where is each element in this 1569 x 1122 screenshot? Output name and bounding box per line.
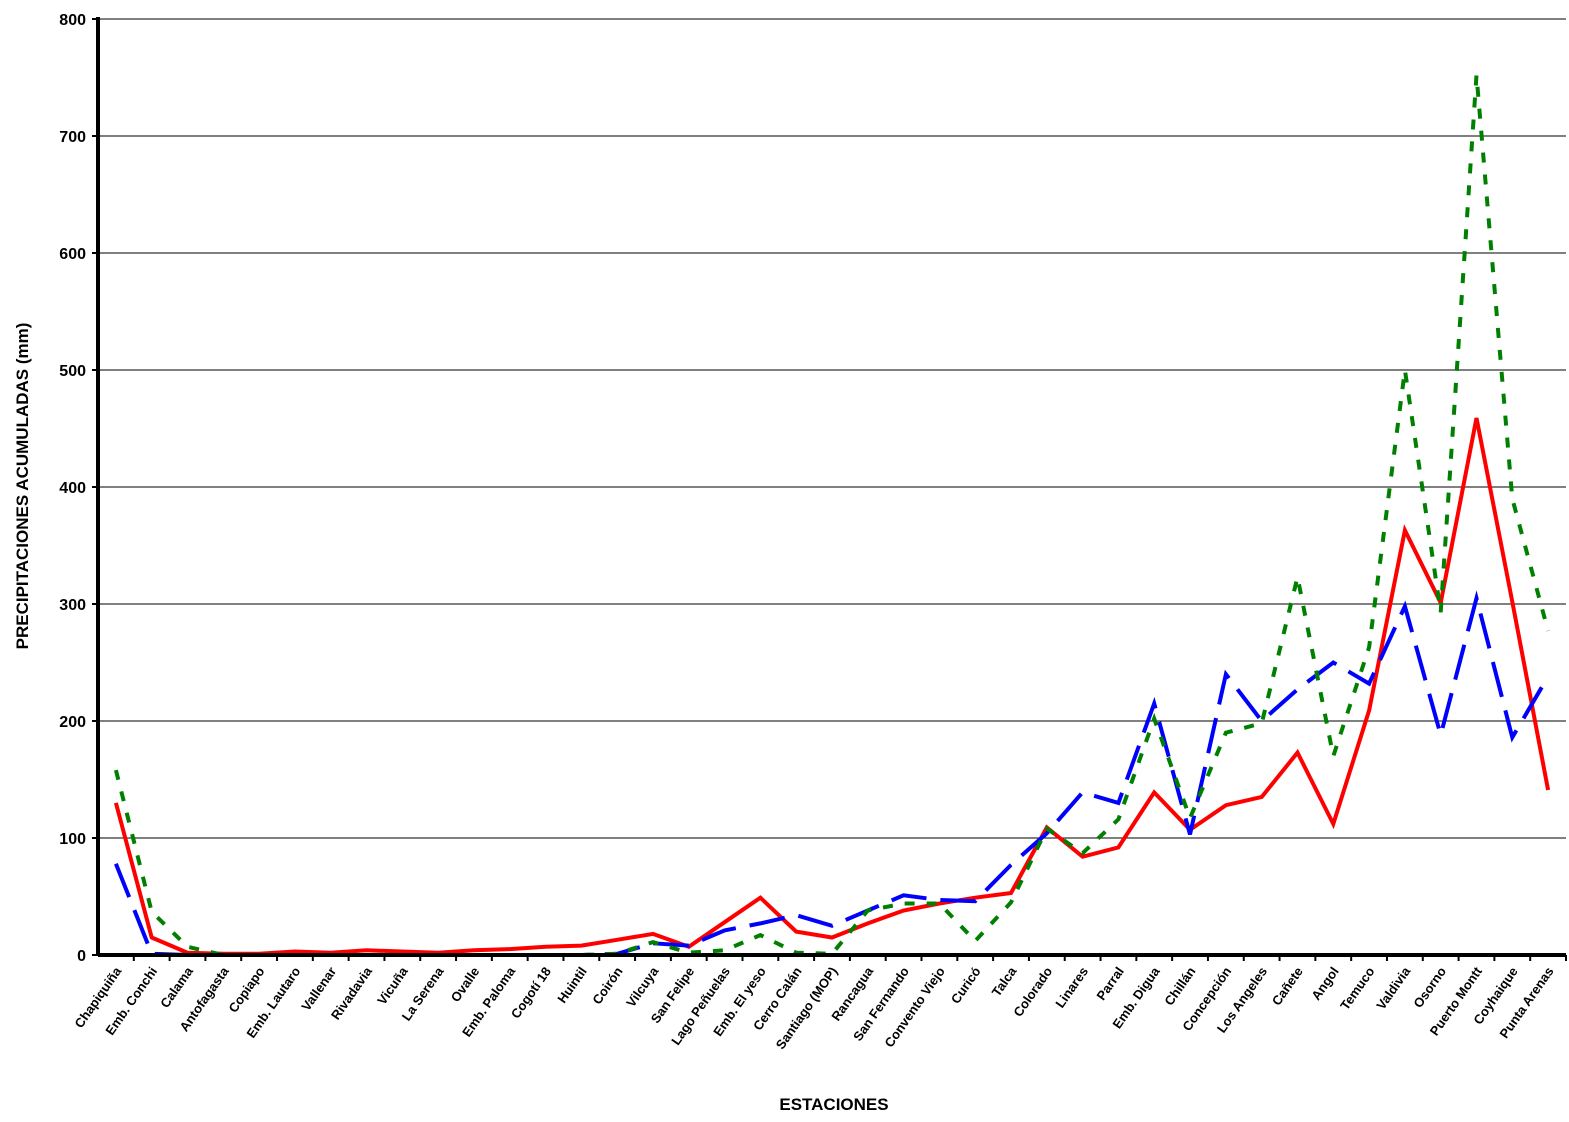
x-tick-label: Curicó bbox=[948, 964, 984, 1006]
y-tick-labels: 0 100 200 300 400 500 600 700 800 bbox=[59, 12, 86, 965]
x-tick-label: Valdivia bbox=[1373, 963, 1414, 1012]
x-tick-label: Talca bbox=[989, 963, 1020, 999]
y-tick-label: 700 bbox=[59, 129, 86, 146]
x-tick-label: Calama bbox=[157, 963, 196, 1010]
gridlines bbox=[98, 18, 1566, 839]
y-tick-label: 400 bbox=[59, 480, 86, 497]
x-tick-label: Coirón bbox=[589, 964, 625, 1007]
x-tick-label: Huintil bbox=[554, 964, 589, 1006]
x-tick-label: Vicuña bbox=[374, 963, 411, 1007]
series-line-solid bbox=[113, 417, 1551, 956]
x-tick-label: Parral bbox=[1093, 964, 1126, 1003]
axes bbox=[92, 17, 1567, 961]
x-tick-label: Osorno bbox=[1410, 964, 1449, 1011]
x-axis-title: ESTACIONES bbox=[779, 1095, 888, 1114]
y-tick-label: 100 bbox=[59, 831, 86, 848]
y-tick-label: 200 bbox=[59, 714, 86, 731]
x-tick-label: Vilcuya bbox=[623, 963, 662, 1009]
x-tick-label: Chillán bbox=[1161, 964, 1198, 1008]
x-tick-label: Cañete bbox=[1269, 964, 1306, 1008]
y-tick-label: 500 bbox=[59, 363, 86, 380]
x-tick-label: Ovalle bbox=[448, 964, 483, 1005]
y-tick-label: 0 bbox=[77, 948, 86, 965]
y-tick-label: 300 bbox=[59, 597, 86, 614]
y-tick-label: 600 bbox=[59, 246, 86, 263]
series-line-dashed bbox=[114, 590, 1550, 957]
x-tick-label: Angol bbox=[1308, 964, 1341, 1003]
y-tick-label: 800 bbox=[59, 12, 86, 29]
y-axis-title: PRECIPITACIONES ACUMULADAS (mm) bbox=[13, 323, 32, 650]
series-layer bbox=[113, 75, 1551, 957]
series-line-dotted bbox=[113, 75, 1551, 957]
x-tick-label: Linares bbox=[1052, 964, 1091, 1010]
x-tick-label: Temuco bbox=[1337, 964, 1377, 1013]
